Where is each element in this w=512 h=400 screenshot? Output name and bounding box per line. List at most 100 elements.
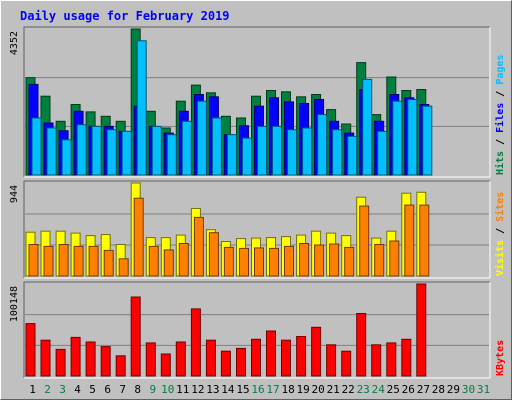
bar-sites-day-9: [148, 245, 159, 277]
legend-part: Files: [494, 103, 506, 133]
day-label-15: 15: [236, 383, 249, 396]
day-label-12: 12: [191, 383, 204, 396]
bar-sites-day-18: [284, 245, 294, 277]
bar-sites-day-12: [193, 216, 204, 277]
legend-part: Pages: [495, 55, 506, 85]
chart-title: Daily usage for February 2019: [20, 9, 230, 23]
day-label-22: 22: [342, 383, 355, 396]
bar-kbytes-day-22: [341, 350, 352, 377]
bar-kbytes-day-25: [386, 342, 397, 377]
bar-kbytes-day-13: [205, 339, 216, 377]
bar-sites-day-21: [329, 243, 340, 277]
legend-part: Hits: [494, 151, 506, 175]
bar-kbytes-day-23: [356, 313, 367, 377]
plot-bevel-dark: [23, 281, 490, 378]
bar-kbytes-day-10: [160, 353, 171, 377]
bar-pages-day-5: [91, 125, 102, 176]
plot-bevel-light: [24, 282, 491, 379]
bar-kbytes-day-5: [85, 341, 96, 377]
bar-pages-day-26: [407, 99, 418, 176]
day-label-29: 29: [447, 383, 460, 396]
bar-pages-day-21: [332, 129, 343, 176]
day-label-25: 25: [387, 383, 400, 396]
bar-pages-day-13: [211, 117, 222, 176]
bar-kbytes-day-12: [190, 308, 201, 377]
bar-pages-day-7: [121, 130, 132, 176]
bar-pages-day-24: [377, 130, 388, 176]
bar-kbytes-day-19: [296, 336, 307, 377]
day-label-19: 19: [296, 383, 309, 396]
day-label-8: 8: [134, 383, 141, 396]
day-label-28: 28: [432, 383, 445, 396]
day-label-18: 18: [281, 383, 294, 396]
panel-max-label: 4352: [9, 31, 20, 55]
day-label-24: 24: [372, 383, 386, 396]
bar-pages-day-18: [287, 129, 297, 176]
bar-sites-day-13: [208, 232, 219, 277]
bar-kbytes-day-7: [115, 355, 126, 377]
bar-sites-day-26: [404, 204, 415, 277]
bar-pages-day-27: [422, 105, 433, 176]
panel-visits-sites: 944 Visits / Sites: [9, 180, 506, 279]
panel-max-label: 944: [9, 185, 20, 203]
bar-pages-day-1: [31, 117, 42, 176]
day-label-3: 3: [59, 383, 66, 396]
bar-sites-day-15: [239, 247, 249, 277]
bar-sites-day-14: [223, 246, 234, 277]
bar-sites-day-11: [178, 243, 189, 277]
panel-kbytes: 100148 KBytes: [9, 281, 506, 379]
legend-part: /: [495, 222, 506, 240]
day-label-5: 5: [89, 383, 96, 396]
bar-pages-day-23: [362, 78, 373, 176]
day-label-30: 30: [462, 383, 475, 396]
bar-sites-day-25: [389, 240, 400, 277]
bar-kbytes-day-17: [266, 330, 276, 377]
bar-kbytes-day-6: [100, 346, 111, 377]
bar-pages-day-14: [226, 134, 237, 176]
day-label-2: 2: [44, 383, 51, 396]
bar-sites-day-1: [28, 244, 39, 277]
bar-sites-day-3: [58, 244, 69, 277]
plot-bevel-light: [24, 27, 491, 178]
day-label-14: 14: [221, 383, 235, 396]
day-label-6: 6: [104, 383, 111, 396]
bar-sites-day-17: [269, 247, 279, 277]
plot-bevel-light: [24, 181, 491, 279]
bar-sites-day-19: [299, 243, 310, 277]
day-label-10: 10: [161, 383, 174, 396]
legend-part: Visits: [494, 240, 506, 276]
day-label-21: 21: [327, 383, 340, 396]
bar-sites-day-16: [254, 247, 264, 277]
day-label-31: 31: [477, 383, 490, 396]
panel-legend: Visits / Sites: [494, 192, 506, 276]
bar-sites-day-23: [359, 205, 370, 277]
bar-pages-day-22: [347, 135, 358, 176]
bar-sites-day-10: [163, 249, 174, 277]
day-label-16: 16: [251, 383, 264, 396]
bar-pages-day-8: [136, 40, 147, 176]
bar-sites-day-6: [103, 249, 114, 277]
day-label-26: 26: [402, 383, 415, 396]
panel-legend: Hits / Files / Pages: [494, 55, 506, 175]
bar-kbytes-day-4: [70, 336, 81, 377]
day-label-4: 4: [74, 383, 81, 396]
panel-hits-files-pages: 4352 Hits / Files / Pages: [9, 26, 506, 178]
bar-sites-day-4: [73, 245, 84, 277]
day-label-23: 23: [357, 383, 370, 396]
bar-pages-day-9: [151, 125, 162, 176]
bar-pages-day-6: [106, 129, 117, 176]
bar-sites-day-5: [88, 245, 99, 277]
bar-pages-day-19: [302, 127, 313, 176]
day-label-27: 27: [417, 383, 430, 396]
plot-bevel-dark: [23, 26, 490, 177]
day-label-20: 20: [311, 383, 324, 396]
bar-pages-day-4: [76, 124, 87, 176]
panel-max-label: 100148: [9, 286, 20, 322]
bar-pages-day-2: [46, 127, 57, 176]
bar-kbytes-day-1: [25, 323, 36, 377]
bar-kbytes-day-2: [40, 339, 51, 377]
bar-pages-day-10: [166, 134, 177, 176]
x-axis-day-labels: 1 2 3 4 5 6 7 8 9 10 11 12 13 14 15 16 17 18 19 20 21 22 23 24 2…: [29, 383, 490, 396]
